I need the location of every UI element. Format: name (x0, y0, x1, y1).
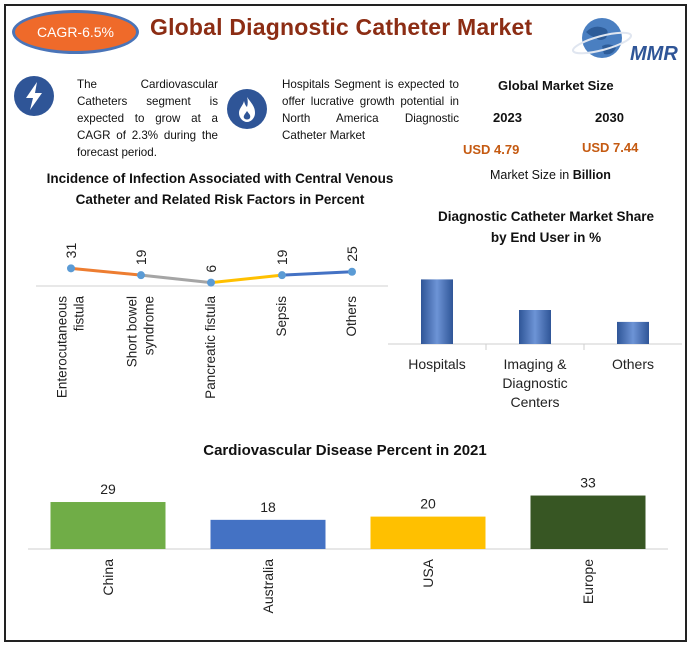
end-user-tick-label: Others (612, 356, 654, 372)
line-chart-title-2: Catheter and Related Risk Factors in Per… (75, 192, 365, 207)
cvd-bar (210, 519, 326, 549)
cvd-tick-label: USA (420, 558, 436, 587)
year-2023: 2023 (493, 110, 522, 125)
line-point (348, 267, 356, 276)
unit-prefix: Market Size in (490, 168, 570, 182)
cvd-chart-title: Cardiovascular Disease Percent in 2021 (203, 442, 487, 459)
cvd-tick-label: Australia (260, 559, 276, 614)
end-user-tick-label: Diagnostic (502, 375, 567, 391)
line-tick-label: Sepsis (274, 296, 289, 337)
cvd-bar (530, 495, 646, 549)
line-data-label: 19 (133, 249, 149, 265)
line-segment (209, 273, 284, 285)
cagr-badge: CAGR-6.5% (12, 10, 139, 54)
line-point (278, 271, 286, 280)
year-2030: 2030 (595, 110, 624, 125)
page-title: Global Diagnostic Catheter Market (150, 14, 533, 40)
line-tick-label: Others (344, 296, 359, 337)
line-segment (69, 266, 143, 277)
line-data-label: 19 (274, 249, 290, 265)
line-point (137, 271, 145, 280)
info-text-1: The Cardiovascular Catheters segment is … (77, 78, 218, 159)
cvd-tick-label: Europe (580, 559, 596, 604)
end-user-bar (519, 310, 551, 344)
info-text-2: Hospitals Segment is expected to offer l… (282, 78, 459, 142)
line-data-label: 31 (63, 243, 79, 259)
unit-bold: Billion (572, 168, 611, 182)
cvd-data-label: 29 (100, 481, 116, 497)
end-user-tick-label: Imaging & (503, 356, 567, 372)
market-size-unit: Market Size in Billion (490, 168, 611, 182)
cvd-data-label: 18 (260, 499, 276, 515)
mmr-logo: MMR (571, 18, 678, 65)
line-chart-title-1: Incidence of Infection Associated with C… (46, 171, 394, 186)
line-tick-label: Short bowel (125, 296, 140, 367)
end-user-tick-label: Centers (510, 394, 559, 410)
line-data-label: 6 (203, 265, 219, 273)
line-segment (139, 273, 213, 285)
line-data-label: 25 (344, 246, 360, 262)
end-user-bar (421, 279, 453, 344)
value-2023: USD 4.79 (463, 142, 520, 157)
line-segment (280, 270, 354, 277)
value-2030: USD 7.44 (582, 140, 639, 155)
flame-icon (227, 89, 267, 129)
cvd-bar (370, 516, 486, 549)
cvd-data-label: 33 (580, 475, 596, 491)
line-point (67, 264, 75, 273)
cvd-data-label: 20 (420, 496, 436, 512)
end-user-tick-label: Hospitals (408, 356, 466, 372)
end-user-bar (617, 321, 649, 344)
market-size-title: Global Market Size (498, 78, 614, 93)
logo-text: MMR (630, 43, 678, 65)
cvd-tick-label: China (100, 559, 116, 596)
line-point (207, 278, 215, 287)
infographic-frame (4, 4, 687, 642)
line-chart-title: Incidence of Infection Associated with C… (20, 168, 420, 210)
lightning-icon (14, 76, 54, 116)
end-user-chart-title-2: by End User in % (490, 230, 602, 245)
end-user-chart-title-1: Diagnostic Catheter Market Share (437, 209, 655, 224)
end-user-chart-title: Diagnostic Catheter Market Share by End … (412, 206, 680, 248)
cvd-bar (50, 502, 166, 549)
line-tick-label: syndrome (142, 296, 157, 355)
line-tick-label: fistula (72, 296, 87, 332)
line-tick-label: Enterocutaneous (55, 296, 70, 398)
line-tick-label: Pancreatic fistula (203, 296, 218, 399)
